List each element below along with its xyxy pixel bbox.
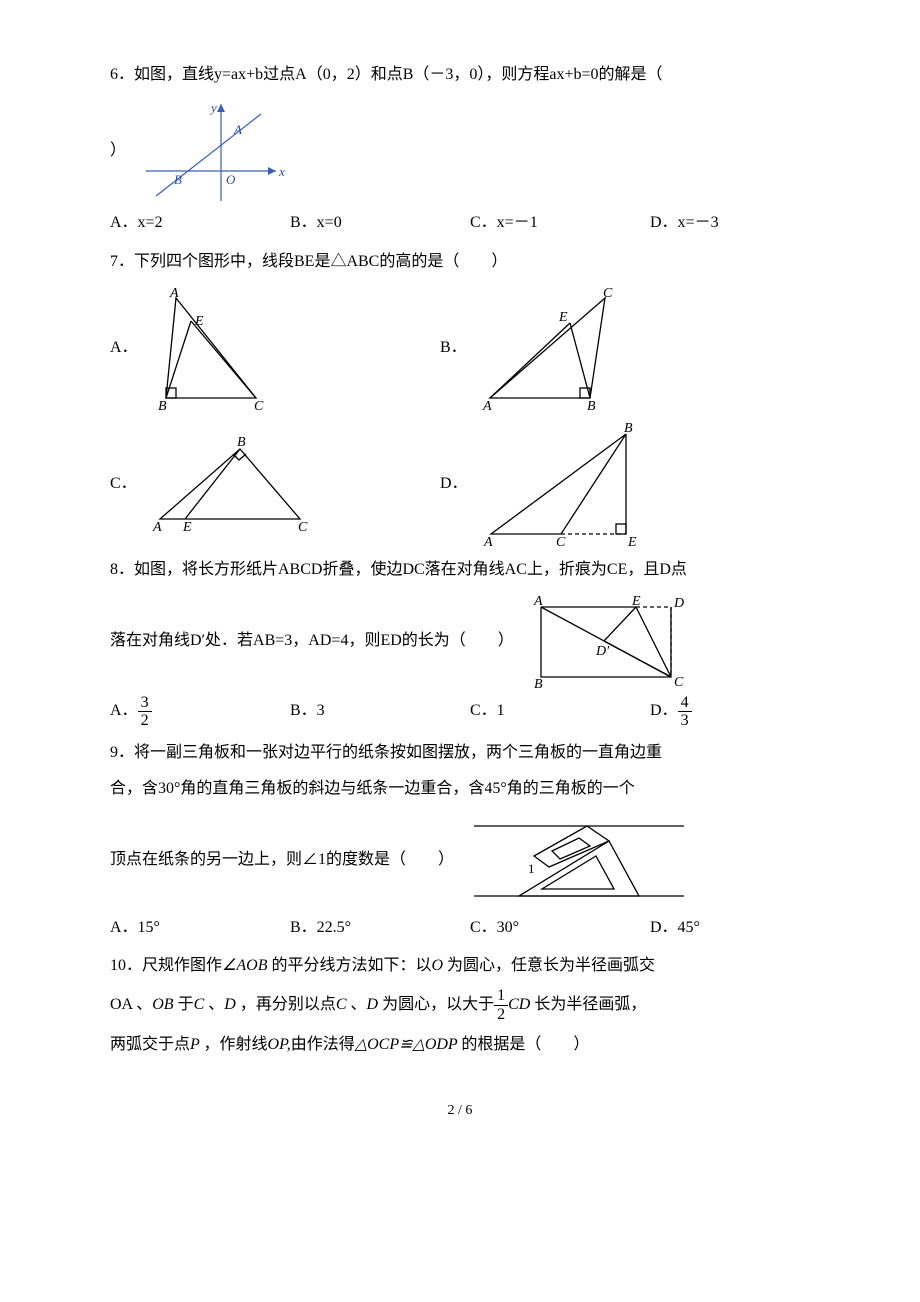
q9-line3: 顶点在纸条的另一边上，则∠1的度数是（ ） 1	[110, 811, 810, 911]
svg-text:E: E	[631, 594, 641, 609]
page-footer: 2 / 6	[110, 1098, 810, 1125]
svg-text:C: C	[674, 675, 684, 690]
q9-options: A．15° B．22.5° C．30° D．45°	[110, 913, 810, 943]
q6-opt-a: A．x=2	[110, 208, 280, 238]
q6-options: A．x=2 B．x=0 C．x=－1 D．x=－3	[110, 208, 810, 238]
svg-text:B: B	[624, 421, 633, 436]
q9-opt-d: D．45°	[650, 913, 770, 943]
q8-opt-c: C．1	[470, 694, 640, 730]
q7-cell-c: C． B A E C	[110, 434, 440, 534]
q8-opt-b: B．3	[290, 694, 460, 730]
q7-fig-a: A E B C	[146, 283, 276, 413]
svg-text:y: y	[209, 100, 217, 115]
svg-text:B: B	[587, 399, 596, 413]
svg-text:B: B	[174, 172, 182, 187]
q9-opt-c: C．30°	[470, 913, 640, 943]
svg-text:O: O	[226, 172, 236, 187]
q9-opt-a: A．15°	[110, 913, 280, 943]
q7-row2: C． B A E C D．	[110, 419, 810, 549]
q8-options: A． 32 B．3 C．1 D． 43	[110, 694, 810, 730]
svg-text:E: E	[627, 535, 637, 549]
q8-text-b: 落在对角线D′处．若AB=3，AD=4，则ED的长为（ ）	[110, 626, 514, 656]
svg-text:C: C	[254, 399, 264, 413]
q9-figure: 1	[464, 811, 694, 911]
q10-line3: 两弧交于点P ，作射线OP,由作法得△OCP≌△ODP 的根据是（ ）	[110, 1030, 810, 1060]
q8-line1: 8．如图，将长方形纸片ABCD折叠，使边DC落在对角线AC上，折痕为CE，且D点	[110, 555, 810, 585]
q6-line2: ） y x O B A	[110, 96, 810, 206]
svg-text:B: B	[158, 399, 167, 413]
q6-text-a: 6．如图，直线y=ax+b过点A（0，2）和点B（－3，0），则方程ax+b=0…	[110, 66, 663, 83]
q7-label-d: D．	[440, 469, 468, 499]
q6-opt-b: B．x=0	[290, 208, 460, 238]
q7-text: 7．下列四个图形中，线段BE是△ABC的高的是（ ）	[110, 247, 810, 277]
q7-fig-d: B A C E	[476, 419, 666, 549]
q10-line1: 10．尺规作图作∠AOB 的平分线方法如下：以O 为圆心，任意长为半径画弧交	[110, 951, 810, 981]
q6-opt-d: D．x=－3	[650, 208, 770, 238]
q6-opt-c: C．x=－1	[470, 208, 640, 238]
q7-row1: A． A E B C B．	[110, 283, 810, 413]
q7-fig-c: B A E C	[145, 434, 315, 534]
q8-opt-d: D． 43	[650, 694, 740, 730]
svg-text:E: E	[194, 314, 204, 329]
q6: 6．如图，直线y=ax+b过点A（0，2）和点B（－3，0），则方程ax+b=0…	[110, 60, 810, 90]
svg-text:C: C	[556, 535, 566, 549]
q7-label-c: C．	[110, 469, 137, 499]
q8-line2: 落在对角线D′处．若AB=3，AD=4，则ED的长为（ ） A E D D′ B…	[110, 592, 810, 692]
svg-text:A: A	[152, 520, 162, 534]
q10-frac-half: 12	[494, 987, 508, 1023]
svg-text:E: E	[182, 520, 192, 534]
q9-line1: 9．将一副三角板和一张对边平行的纸条按如图摆放，两个三角板的一直角边重	[110, 738, 810, 768]
svg-text:A: A	[169, 286, 179, 301]
svg-text:C: C	[298, 520, 308, 534]
q9-text-c: 顶点在纸条的另一边上，则∠1的度数是（ ）	[110, 845, 454, 875]
svg-text:E: E	[558, 310, 568, 325]
q9-line2: 合，含30°角的直角三角板的斜边与纸条一边重合，含45°角的三角板的一个	[110, 774, 810, 804]
q8-frac-d: 43	[678, 694, 692, 730]
q7-label-a: A．	[110, 333, 138, 363]
svg-text:A: A	[233, 122, 242, 137]
svg-text:C: C	[603, 286, 613, 301]
svg-text:D′: D′	[595, 644, 610, 659]
svg-text:B: B	[534, 677, 543, 692]
svg-text:A: A	[482, 399, 492, 413]
q6-figure: y x O B A	[136, 96, 286, 206]
svg-text:B: B	[237, 435, 246, 450]
q8-figure: A E D D′ B C	[526, 592, 696, 692]
svg-text:A: A	[483, 535, 493, 549]
q10-line2: OA 、OB 于C 、D ，再分别以点C 、D 为圆心，以大于12CD 长为半径…	[110, 987, 810, 1023]
q7-fig-b: C E A B	[475, 283, 625, 413]
svg-text:D: D	[673, 596, 684, 611]
q9-opt-b: B．22.5°	[290, 913, 460, 943]
svg-text:1: 1	[528, 861, 535, 876]
q6-text-b: ）	[110, 136, 126, 166]
svg-text:A: A	[533, 594, 543, 609]
q8-opt-a: A． 32	[110, 694, 280, 730]
q7-cell-d: D． B A C E	[440, 419, 666, 549]
svg-text:x: x	[278, 164, 285, 179]
q8-frac-a: 32	[138, 694, 152, 730]
q7-cell-a: A． A E B C	[110, 283, 440, 413]
q7-cell-b: B． C E A B	[440, 283, 625, 413]
q7-label-b: B．	[440, 333, 467, 363]
